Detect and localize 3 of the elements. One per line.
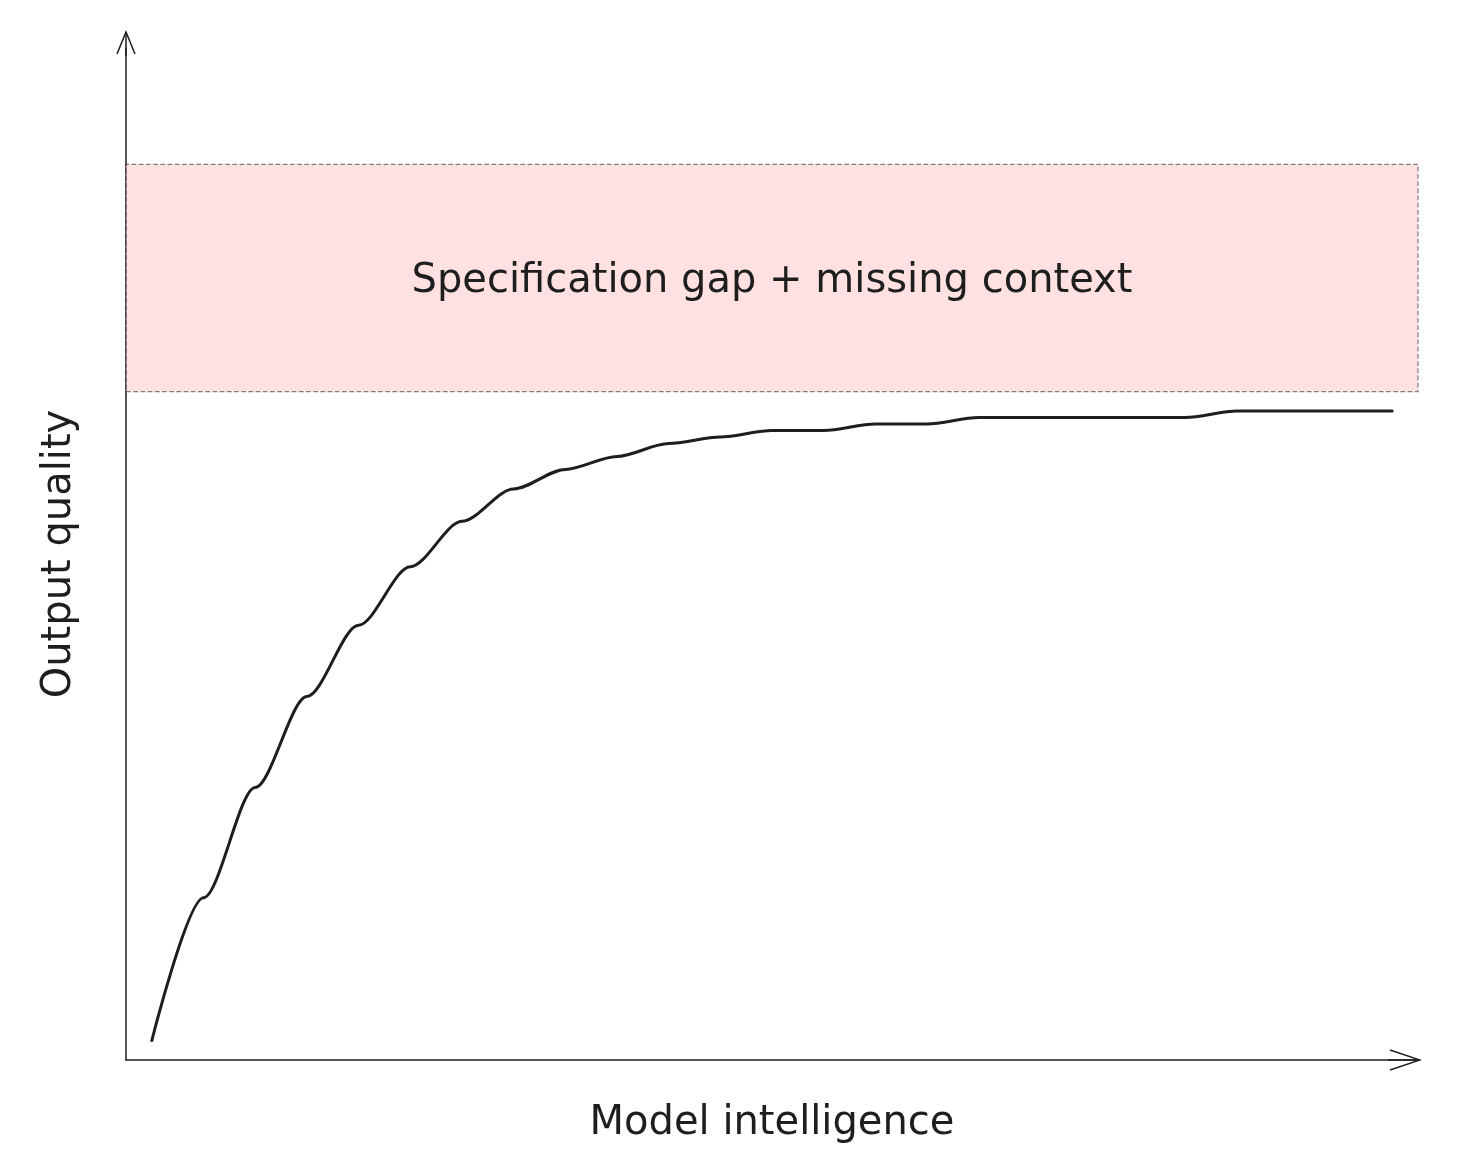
x-axis-title: Model intelligence [589, 1097, 955, 1143]
band-label: Specification gap + missing context [411, 254, 1133, 301]
y-axis-title: Output quality [33, 409, 79, 699]
